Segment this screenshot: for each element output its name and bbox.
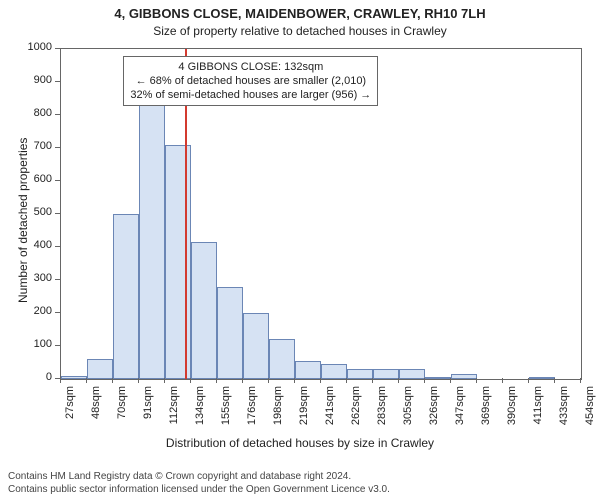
x-tick — [372, 378, 373, 383]
x-tick — [216, 378, 217, 383]
x-tick-label: 305sqm — [402, 386, 414, 436]
x-axis-caption: Distribution of detached houses by size … — [0, 436, 600, 450]
y-tick — [55, 213, 60, 214]
x-tick — [346, 378, 347, 383]
x-tick — [580, 378, 581, 383]
x-tick-label: 48sqm — [90, 386, 102, 436]
y-tick-label: 600 — [18, 173, 52, 185]
histogram-bar — [373, 369, 399, 379]
y-tick-label: 1000 — [18, 41, 52, 53]
x-tick-label: 219sqm — [298, 386, 310, 436]
x-tick — [268, 378, 269, 383]
histogram-bar — [529, 377, 555, 379]
x-tick-label: 176sqm — [246, 386, 258, 436]
plot-area: 4 GIBBONS CLOSE: 132sqm ← 68% of detache… — [60, 48, 582, 380]
y-tick — [55, 81, 60, 82]
x-tick-label: 241sqm — [324, 386, 336, 436]
x-tick — [476, 378, 477, 383]
x-tick-label: 454sqm — [584, 386, 596, 436]
x-tick-label: 155sqm — [220, 386, 232, 436]
x-tick — [86, 378, 87, 383]
x-tick — [294, 378, 295, 383]
annotation-line-2: ← 68% of detached houses are smaller (2,… — [130, 74, 371, 88]
x-tick-label: 433sqm — [558, 386, 570, 436]
histogram-bar — [139, 105, 165, 379]
footer-line-2: Contains public sector information licen… — [8, 484, 390, 497]
chart-container: 4, GIBBONS CLOSE, MAIDENBOWER, CRAWLEY, … — [0, 0, 600, 500]
x-tick-label: 369sqm — [480, 386, 492, 436]
histogram-bar — [399, 369, 425, 379]
y-tick — [55, 180, 60, 181]
x-tick-label: 283sqm — [376, 386, 388, 436]
histogram-bar — [425, 377, 451, 379]
x-tick-label: 326sqm — [428, 386, 440, 436]
y-tick — [55, 147, 60, 148]
x-tick — [60, 378, 61, 383]
x-tick-label: 411sqm — [532, 386, 544, 436]
y-tick — [55, 114, 60, 115]
x-tick-label: 112sqm — [168, 386, 180, 436]
histogram-bar — [347, 369, 373, 379]
x-tick — [138, 378, 139, 383]
x-tick-label: 347sqm — [454, 386, 466, 436]
y-tick-label: 700 — [18, 140, 52, 152]
x-tick — [320, 378, 321, 383]
y-tick-label: 300 — [18, 272, 52, 284]
x-tick-label: 262sqm — [350, 386, 362, 436]
histogram-bar — [113, 214, 139, 379]
y-tick — [55, 246, 60, 247]
y-tick-label: 200 — [18, 305, 52, 317]
histogram-bar — [321, 364, 347, 379]
x-tick — [164, 378, 165, 383]
x-tick — [554, 378, 555, 383]
y-tick-label: 800 — [18, 107, 52, 119]
x-tick — [502, 378, 503, 383]
histogram-bar — [61, 376, 87, 379]
annotation-line-1: 4 GIBBONS CLOSE: 132sqm — [130, 60, 371, 74]
histogram-bar — [243, 313, 269, 379]
x-tick-label: 70sqm — [116, 386, 128, 436]
footer-attribution: Contains HM Land Registry data © Crown c… — [8, 471, 390, 496]
y-tick — [55, 345, 60, 346]
footer-line-1: Contains HM Land Registry data © Crown c… — [8, 471, 390, 484]
y-tick-label: 0 — [18, 371, 52, 383]
y-tick-label: 500 — [18, 206, 52, 218]
x-tick — [112, 378, 113, 383]
x-tick — [450, 378, 451, 383]
x-tick-label: 91sqm — [142, 386, 154, 436]
x-tick — [190, 378, 191, 383]
histogram-bar — [217, 287, 243, 379]
y-tick — [55, 48, 60, 49]
x-tick-label: 390sqm — [506, 386, 518, 436]
y-tick-label: 900 — [18, 74, 52, 86]
x-tick — [398, 378, 399, 383]
x-tick — [424, 378, 425, 383]
histogram-bar — [295, 361, 321, 379]
y-tick-label: 400 — [18, 239, 52, 251]
x-tick — [528, 378, 529, 383]
histogram-bar — [165, 145, 191, 379]
histogram-bar — [191, 242, 217, 379]
y-tick — [55, 279, 60, 280]
annotation-box: 4 GIBBONS CLOSE: 132sqm ← 68% of detache… — [123, 56, 378, 107]
annotation-line-3: 32% of semi-detached houses are larger (… — [130, 88, 371, 102]
y-tick-label: 100 — [18, 338, 52, 350]
histogram-bar — [451, 374, 477, 379]
histogram-bar — [87, 359, 113, 379]
chart-title-main: 4, GIBBONS CLOSE, MAIDENBOWER, CRAWLEY, … — [0, 6, 600, 21]
chart-title-sub: Size of property relative to detached ho… — [0, 24, 600, 38]
x-tick-label: 198sqm — [272, 386, 284, 436]
x-tick — [242, 378, 243, 383]
histogram-bar — [269, 339, 295, 379]
x-tick-label: 134sqm — [194, 386, 206, 436]
y-tick — [55, 312, 60, 313]
x-tick-label: 27sqm — [64, 386, 76, 436]
